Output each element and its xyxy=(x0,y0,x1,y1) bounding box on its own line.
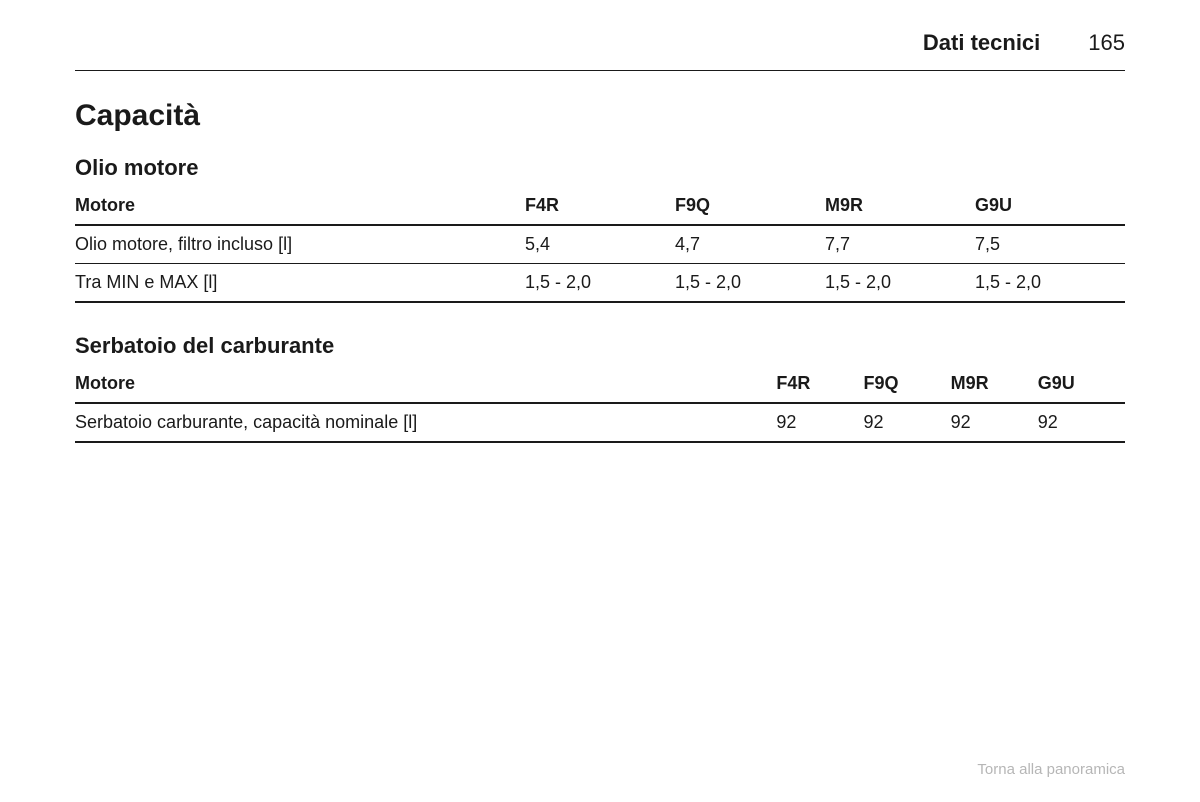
col-header-engine: F9Q xyxy=(863,367,950,403)
col-header-engine: M9R xyxy=(951,367,1038,403)
row-label: Olio motore, filtro incluso [l] xyxy=(75,225,525,264)
fuel-tank-section: Serbatoio del carburante Motore F4R F9Q … xyxy=(75,333,1125,443)
table-header-row: Motore F4R F9Q M9R G9U xyxy=(75,367,1125,403)
engine-oil-section: Olio motore Motore F4R F9Q M9R G9U Olio … xyxy=(75,155,1125,303)
cell-value: 5,4 xyxy=(525,225,675,264)
cell-value: 1,5 - 2,0 xyxy=(675,264,825,303)
fuel-tank-heading: Serbatoio del carburante xyxy=(75,333,1125,359)
col-header-engine: M9R xyxy=(825,189,975,225)
cell-value: 92 xyxy=(951,403,1038,442)
cell-value: 7,7 xyxy=(825,225,975,264)
page-header: Dati tecnici 165 xyxy=(75,30,1125,56)
cell-value: 7,5 xyxy=(975,225,1125,264)
cell-value: 1,5 - 2,0 xyxy=(825,264,975,303)
col-header-engine: F9Q xyxy=(675,189,825,225)
cell-value: 92 xyxy=(863,403,950,442)
back-to-overview-link[interactable]: Torna alla panoramica xyxy=(977,761,1125,778)
cell-value: 1,5 - 2,0 xyxy=(975,264,1125,303)
row-label: Tra MIN e MAX [l] xyxy=(75,264,525,303)
cell-value: 92 xyxy=(1038,403,1125,442)
cell-value: 4,7 xyxy=(675,225,825,264)
cell-value: 1,5 - 2,0 xyxy=(525,264,675,303)
table-row: Serbatoio carburante, capacità nominale … xyxy=(75,403,1125,442)
col-header-label: Motore xyxy=(75,189,525,225)
page-number: 165 xyxy=(1088,30,1125,56)
engine-oil-heading: Olio motore xyxy=(75,155,1125,181)
header-rule xyxy=(75,70,1125,71)
cell-value: 92 xyxy=(776,403,863,442)
table-row: Tra MIN e MAX [l] 1,5 - 2,0 1,5 - 2,0 1,… xyxy=(75,264,1125,303)
page-title: Capacità xyxy=(75,99,1125,133)
table-header-row: Motore F4R F9Q M9R G9U xyxy=(75,189,1125,225)
col-header-engine: F4R xyxy=(525,189,675,225)
fuel-tank-table: Motore F4R F9Q M9R G9U Serbatoio carbura… xyxy=(75,367,1125,443)
col-header-engine: F4R xyxy=(776,367,863,403)
row-label: Serbatoio carburante, capacità nominale … xyxy=(75,403,776,442)
col-header-label: Motore xyxy=(75,367,776,403)
col-header-engine: G9U xyxy=(975,189,1125,225)
section-name: Dati tecnici xyxy=(923,30,1040,56)
table-row: Olio motore, filtro incluso [l] 5,4 4,7 … xyxy=(75,225,1125,264)
col-header-engine: G9U xyxy=(1038,367,1125,403)
engine-oil-table: Motore F4R F9Q M9R G9U Olio motore, filt… xyxy=(75,189,1125,303)
